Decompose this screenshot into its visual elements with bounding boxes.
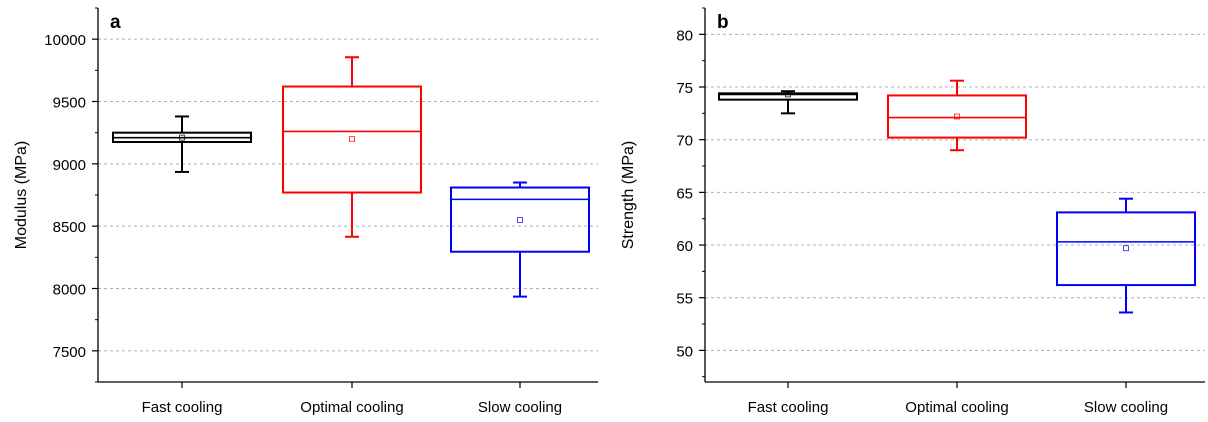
box-rect — [282, 85, 422, 194]
panel-b: 50 55 60 65 70 75 80 b Strength (MPa) Fast coolin… — [620, 7, 1205, 416]
box-slow-cooling — [450, 181, 590, 298]
y-tick-label: 50 — [676, 343, 693, 360]
y-tick-label: 75 — [676, 80, 693, 97]
box-slow-cooling — [1056, 197, 1196, 314]
y-tick-label: 7500 — [53, 344, 86, 361]
y-tick-label: 60 — [676, 238, 693, 255]
y-tick-label: 9500 — [53, 95, 86, 112]
y-tick-label: 10000 — [44, 32, 86, 49]
y-tick-label: 9000 — [53, 157, 86, 174]
box-rect — [450, 186, 590, 253]
box-optimal-cooling — [282, 56, 422, 238]
y-tick-label: 8000 — [53, 282, 86, 299]
y-tick-label: 55 — [676, 291, 693, 308]
box-optimal-cooling — [887, 79, 1027, 152]
box-fast-cooling — [718, 90, 858, 115]
box-rect — [1056, 211, 1196, 287]
x-tick-label: Fast cooling — [748, 399, 829, 416]
y-tick-label: 65 — [676, 185, 693, 202]
x-tick-label: Optimal cooling — [300, 399, 403, 416]
mean-marker — [954, 113, 960, 120]
y-tick-label: 80 — [676, 27, 693, 44]
box-rect — [718, 92, 858, 101]
mean-marker — [517, 216, 523, 223]
panel-a: 7500 8000 8500 9000 9500 10000 a Modulus (MPa) F… — [13, 7, 598, 416]
x-tick-label: Slow cooling — [478, 399, 562, 416]
x-tick-label: Slow cooling — [1084, 399, 1168, 416]
mean-marker — [179, 134, 185, 141]
y-axis-label: Modulus (MPa) — [13, 141, 30, 249]
y-tick-label: 70 — [676, 133, 693, 150]
y-tick-label: 8500 — [53, 219, 86, 236]
x-tick-label: Optimal cooling — [905, 399, 1008, 416]
mean-marker — [1123, 245, 1129, 252]
y-axis-label: Strength (MPa) — [620, 141, 637, 249]
panel-label: a — [110, 12, 121, 33]
panel-label: b — [717, 12, 729, 33]
box-fast-cooling — [112, 115, 252, 173]
box-rect — [887, 94, 1027, 139]
mean-marker — [785, 91, 791, 98]
mean-marker — [349, 135, 355, 142]
x-tick-label: Fast cooling — [142, 399, 223, 416]
